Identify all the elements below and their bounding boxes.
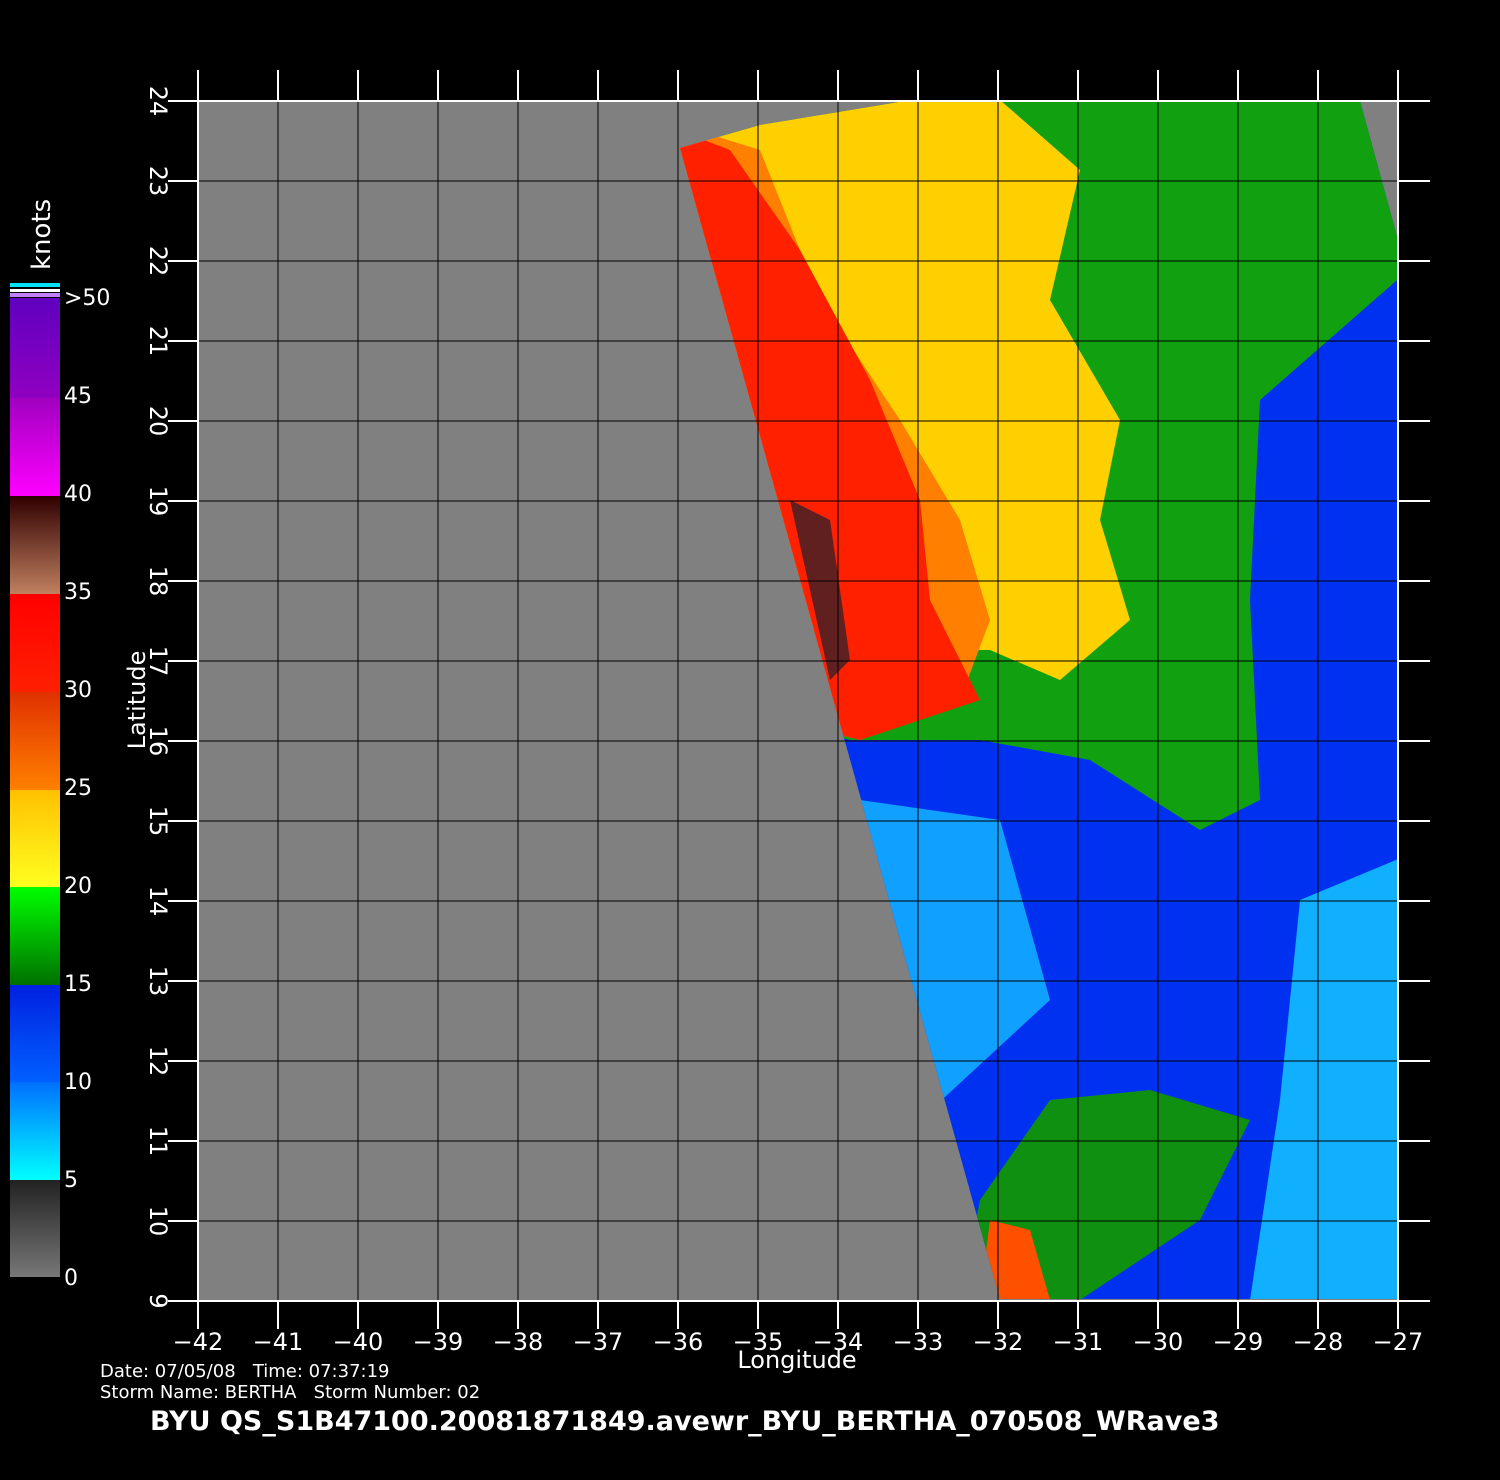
x-tick-label: −30 (1133, 1328, 1184, 1356)
x-tick-label: −35 (733, 1328, 784, 1356)
color-band (10, 790, 60, 887)
grid (168, 70, 1430, 1329)
y-tick-label: 21 (144, 326, 172, 357)
x-tick-label: −31 (1053, 1328, 1104, 1356)
color-band (10, 594, 60, 692)
y-tick-label: 12 (144, 1046, 172, 1077)
x-tick-label: −40 (333, 1328, 384, 1356)
y-tick-label: 13 (144, 966, 172, 997)
x-tick-label: −41 (253, 1328, 304, 1356)
footer-title: BYU QS_S1B47100.20081871849.avewr_BYU_BE… (150, 1406, 1219, 1437)
colorbar-label: 35 (64, 580, 92, 605)
color-band (10, 985, 60, 1082)
swath-fill (1250, 850, 1398, 1299)
color-band (10, 293, 60, 297)
y-tick-label: 20 (144, 406, 172, 437)
y-tick-label: 23 (144, 166, 172, 197)
x-tick-label: −38 (493, 1328, 544, 1356)
y-tick-label: 10 (144, 1206, 172, 1237)
swath-fill (790, 500, 850, 680)
color-band (10, 398, 60, 496)
colorbar-label: 30 (64, 678, 92, 703)
y-tick-label: 16 (144, 726, 172, 757)
color-band (10, 283, 60, 287)
y-tick-label: 18 (144, 566, 172, 597)
colorbar-title: knots (27, 199, 57, 270)
colorbar-label: 0 (64, 1266, 78, 1291)
color-band (10, 887, 60, 985)
storm-line: Storm Name: BERTHA Storm Number: 02 (100, 1382, 480, 1403)
colorbar: knots (10, 199, 60, 1277)
colorbar-label: 5 (64, 1168, 78, 1193)
y-tick-label: 24 (144, 86, 172, 117)
colorbar-label: 40 (64, 482, 92, 507)
y-tick-label: 19 (144, 486, 172, 517)
x-tick-label: −28 (1293, 1328, 1344, 1356)
x-tick-label: −36 (653, 1328, 704, 1356)
plot-frame (197, 100, 1399, 1302)
y-tick-label: 14 (144, 886, 172, 917)
colorbar-label: 25 (64, 776, 92, 801)
x-tick-label: −39 (413, 1328, 464, 1356)
x-axis-label: Longitude (737, 1346, 856, 1374)
color-band (10, 692, 60, 790)
colorbar-label: 15 (64, 972, 92, 997)
color-band (10, 298, 60, 398)
date-line: Date: 07/05/08 Time: 07:37:19 (100, 1361, 390, 1382)
x-tick-label: −34 (813, 1328, 864, 1356)
y-tick-label: 11 (144, 1126, 172, 1157)
color-band (10, 289, 60, 292)
x-tick-label: −29 (1213, 1328, 1264, 1356)
x-tick-label: −42 (173, 1328, 224, 1356)
colorbar-label: 45 (64, 384, 92, 409)
y-axis-label: Latitude (123, 651, 151, 750)
colorbar-label: 20 (64, 874, 92, 899)
x-tick-label: −37 (573, 1328, 624, 1356)
y-tick-label: 9 (144, 1293, 172, 1308)
y-tick-label: 15 (144, 806, 172, 837)
y-tick-label: 17 (144, 646, 172, 677)
color-band (10, 1082, 60, 1180)
x-tick-label: −32 (973, 1328, 1024, 1356)
x-tick-label: −33 (893, 1328, 944, 1356)
color-band (10, 1180, 60, 1277)
colorbar-label: 10 (64, 1070, 92, 1095)
colorbar-label: >50 (64, 286, 110, 311)
y-tick-label: 22 (144, 246, 172, 277)
x-tick-label: −27 (1373, 1328, 1424, 1356)
color-band (10, 496, 60, 594)
